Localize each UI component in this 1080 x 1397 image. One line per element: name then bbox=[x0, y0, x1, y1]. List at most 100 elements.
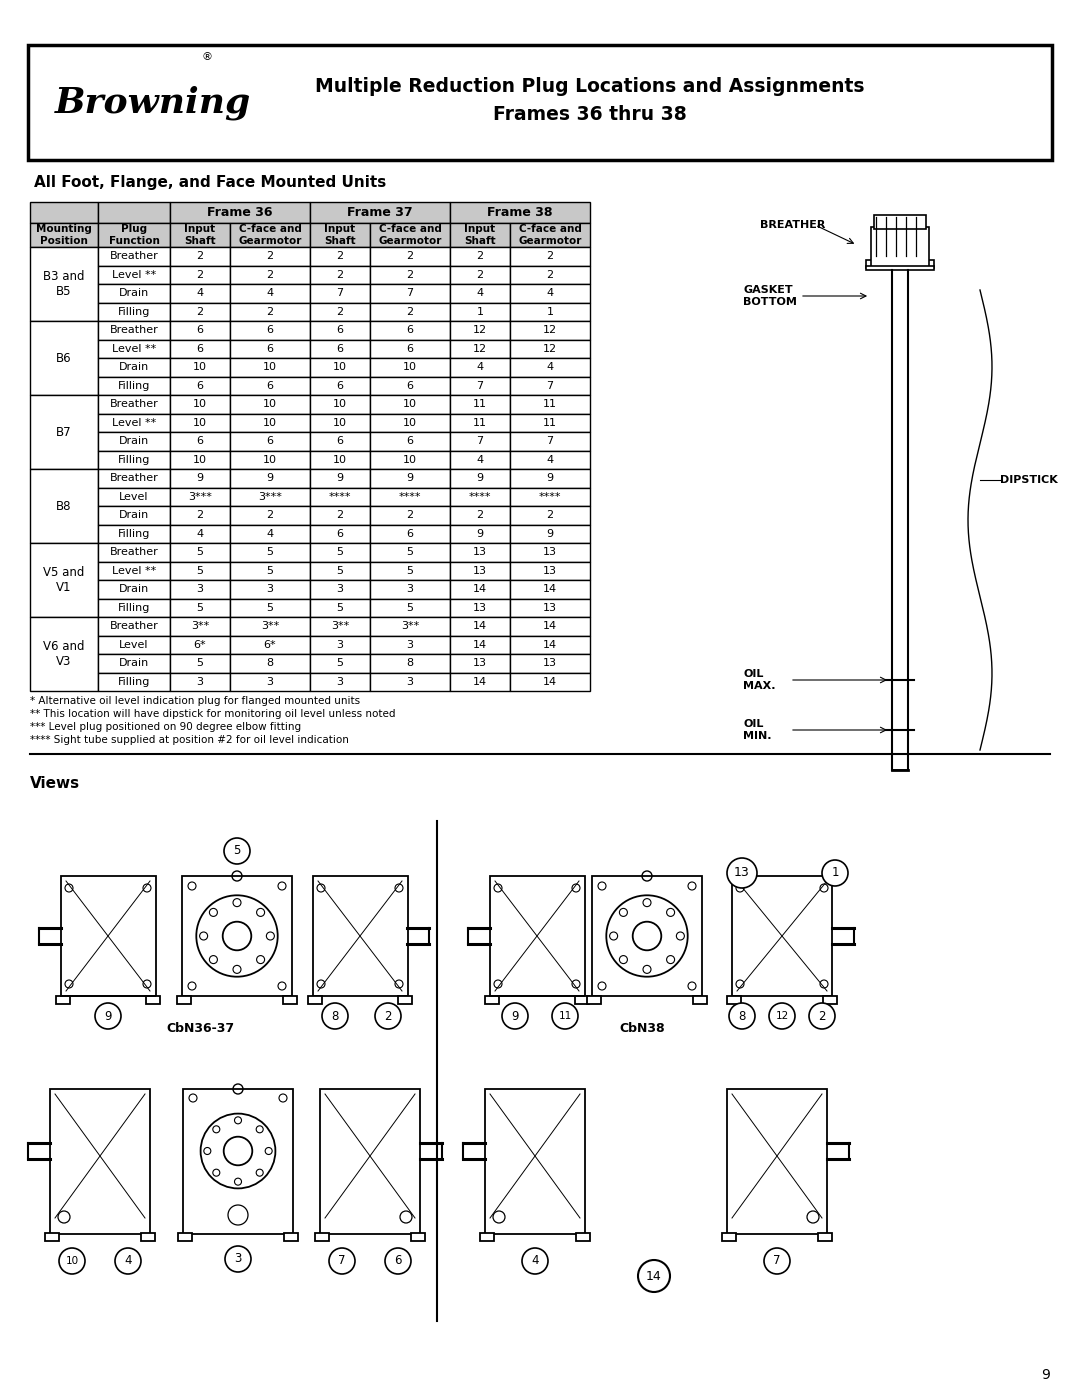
Bar bbox=[45, 1234, 59, 1241]
Bar bbox=[370, 224, 450, 247]
Text: 5: 5 bbox=[406, 602, 414, 613]
Text: 7: 7 bbox=[337, 288, 343, 298]
Text: 5: 5 bbox=[267, 602, 273, 613]
Bar bbox=[170, 488, 230, 506]
Text: 14: 14 bbox=[473, 584, 487, 594]
Bar bbox=[370, 395, 450, 414]
Text: B6: B6 bbox=[56, 352, 71, 365]
Bar bbox=[170, 265, 230, 284]
Text: 6: 6 bbox=[197, 326, 203, 335]
Bar bbox=[98, 414, 170, 432]
Text: 14: 14 bbox=[543, 640, 557, 650]
Circle shape bbox=[769, 1003, 795, 1030]
Text: * Alternative oil level indication plug for flanged mounted units: * Alternative oil level indication plug … bbox=[30, 696, 360, 705]
Text: BREATHER: BREATHER bbox=[760, 219, 825, 231]
Text: Frames 36 thru 38: Frames 36 thru 38 bbox=[494, 106, 687, 124]
Text: 5: 5 bbox=[337, 602, 343, 613]
Text: 3: 3 bbox=[197, 676, 203, 687]
Bar bbox=[98, 580, 170, 598]
Bar bbox=[576, 1234, 590, 1241]
Bar bbox=[170, 377, 230, 395]
Bar bbox=[30, 617, 98, 692]
Bar bbox=[510, 450, 590, 469]
Bar bbox=[98, 303, 170, 321]
Bar bbox=[510, 488, 590, 506]
Bar bbox=[98, 562, 170, 580]
Text: 2: 2 bbox=[337, 510, 343, 520]
Text: 10: 10 bbox=[333, 362, 347, 372]
Text: Drain: Drain bbox=[119, 510, 149, 520]
Text: 11: 11 bbox=[543, 400, 557, 409]
Bar bbox=[510, 414, 590, 432]
Text: 8: 8 bbox=[406, 658, 414, 668]
Bar bbox=[98, 339, 170, 358]
Bar bbox=[170, 636, 230, 654]
Text: V6 and
V3: V6 and V3 bbox=[43, 640, 84, 668]
Bar bbox=[450, 580, 510, 598]
Text: Filling: Filling bbox=[118, 455, 150, 465]
Circle shape bbox=[59, 1248, 85, 1274]
Bar bbox=[510, 562, 590, 580]
Text: 2: 2 bbox=[267, 251, 273, 261]
Circle shape bbox=[225, 1246, 251, 1273]
Text: 3: 3 bbox=[267, 584, 273, 594]
Bar bbox=[450, 524, 510, 543]
Bar bbox=[183, 1090, 293, 1234]
Bar bbox=[30, 247, 98, 321]
Text: 4: 4 bbox=[476, 362, 484, 372]
Text: 2: 2 bbox=[406, 251, 414, 261]
Bar bbox=[370, 469, 450, 488]
Bar bbox=[141, 1234, 156, 1241]
Bar bbox=[230, 303, 310, 321]
Text: Input
Shaft: Input Shaft bbox=[185, 224, 216, 246]
Circle shape bbox=[809, 1003, 835, 1030]
Text: C-face and
Gearmotor: C-face and Gearmotor bbox=[518, 224, 582, 246]
Bar bbox=[450, 284, 510, 303]
Text: 3**: 3** bbox=[261, 622, 279, 631]
Text: 3: 3 bbox=[406, 584, 414, 594]
Text: 10: 10 bbox=[264, 400, 276, 409]
Text: 6: 6 bbox=[337, 436, 343, 446]
Bar bbox=[370, 450, 450, 469]
Bar bbox=[98, 321, 170, 339]
Text: Filling: Filling bbox=[118, 381, 150, 391]
Bar bbox=[170, 654, 230, 672]
Bar bbox=[230, 414, 310, 432]
Text: 7: 7 bbox=[546, 436, 554, 446]
Bar bbox=[98, 617, 170, 636]
Bar bbox=[485, 996, 499, 1004]
Bar bbox=[490, 876, 585, 996]
Text: 6: 6 bbox=[406, 326, 414, 335]
Text: 6: 6 bbox=[267, 344, 273, 353]
Text: 9: 9 bbox=[546, 474, 554, 483]
Text: CbN38: CbN38 bbox=[619, 1021, 665, 1035]
Bar bbox=[450, 339, 510, 358]
Text: 10: 10 bbox=[193, 455, 207, 465]
Text: Drain: Drain bbox=[119, 288, 149, 298]
Text: ****: **** bbox=[469, 492, 491, 502]
Bar bbox=[510, 598, 590, 617]
Circle shape bbox=[729, 1003, 755, 1030]
Text: 4: 4 bbox=[546, 362, 554, 372]
Bar bbox=[450, 203, 590, 224]
Bar bbox=[98, 432, 170, 450]
Text: 9: 9 bbox=[476, 474, 484, 483]
Text: 6: 6 bbox=[406, 528, 414, 539]
Bar bbox=[450, 562, 510, 580]
Text: 14: 14 bbox=[543, 584, 557, 594]
Bar bbox=[98, 543, 170, 562]
Bar bbox=[450, 598, 510, 617]
Text: Filling: Filling bbox=[118, 307, 150, 317]
Bar bbox=[370, 580, 450, 598]
Bar bbox=[450, 224, 510, 247]
Bar bbox=[230, 524, 310, 543]
Text: Level **: Level ** bbox=[112, 270, 157, 279]
Text: Breather: Breather bbox=[110, 474, 159, 483]
Text: 6: 6 bbox=[267, 381, 273, 391]
Bar bbox=[510, 506, 590, 524]
Bar bbox=[98, 203, 170, 224]
Text: 4: 4 bbox=[531, 1255, 539, 1267]
Bar bbox=[370, 414, 450, 432]
Bar bbox=[450, 358, 510, 377]
Text: 10: 10 bbox=[403, 400, 417, 409]
